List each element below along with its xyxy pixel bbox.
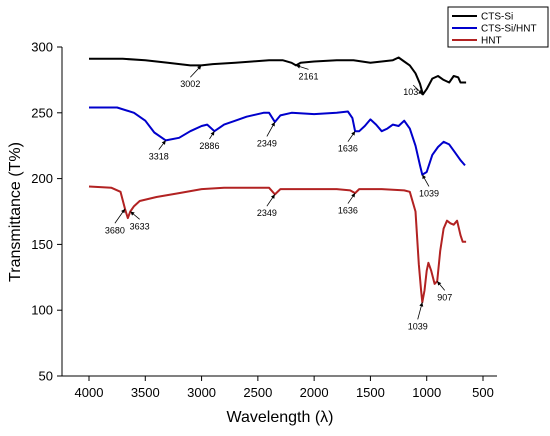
annotation-arrowhead	[121, 208, 126, 214]
series-line-3	[88, 185, 467, 304]
annotation-arrowhead	[418, 90, 423, 95]
series-line-2	[89, 106, 466, 176]
annotation-arrowhead	[419, 302, 424, 307]
annotation-label: 3002	[180, 79, 200, 89]
x-tick-label: 500	[472, 385, 494, 400]
x-tick-label: 1000	[412, 385, 441, 400]
annotation-arrowhead	[210, 131, 215, 136]
x-axis-title: Wavelength (λ)	[227, 409, 334, 426]
annotation-arrowhead	[130, 211, 135, 216]
annotation-arrowhead	[437, 281, 442, 286]
annotation-arrowhead	[422, 174, 427, 180]
x-axis-ticks: 4000 3500 3000 2500 2000 1500 1000 500	[75, 376, 494, 400]
annotation-arrowhead	[351, 131, 356, 136]
annotation-label: 2886	[199, 141, 219, 151]
series-line-1	[89, 56, 467, 96]
annotation-arrowhead	[161, 140, 166, 145]
annotation-label: 3633	[130, 221, 150, 231]
annotation-arrowhead	[197, 65, 202, 70]
y-tick-label: 100	[31, 303, 53, 318]
annotation-label: 1034	[403, 87, 423, 97]
y-tick-label: 50	[39, 369, 53, 384]
x-tick-label: 1500	[356, 385, 385, 400]
legend-label: CTS-Si/HNT	[481, 24, 537, 35]
x-tick-label: 4000	[75, 385, 104, 400]
annotation-label: 907	[437, 292, 452, 302]
y-axis-ticks: 50 100 150 200 250 300	[31, 40, 62, 384]
series-lines	[88, 56, 467, 304]
annotation-label: 1636	[338, 144, 358, 154]
legend-label: HNT	[481, 36, 502, 47]
plot-area	[61, 47, 497, 377]
y-tick-label: 200	[31, 171, 53, 186]
peak-annotations: 3002 2161 1034 3318 2886 2349 1636 1039 2349 1636…	[105, 64, 452, 331]
x-tick-label: 2000	[300, 385, 329, 400]
annotation-label: 1039	[408, 321, 428, 331]
annotation-label: 2161	[298, 71, 318, 81]
y-tick-label: 300	[31, 40, 53, 55]
annotation-label: 1039	[419, 188, 439, 198]
y-tick-label: 250	[31, 105, 53, 120]
y-axis-title: Transmittance (T%)	[7, 142, 24, 282]
annotation-arrowhead	[351, 193, 356, 198]
x-tick-label: 3500	[131, 385, 160, 400]
x-tick-label: 3000	[187, 385, 216, 400]
x-tick-label: 2500	[243, 385, 272, 400]
annotation-arrowhead	[271, 122, 275, 127]
annotation-arrowhead	[296, 64, 301, 69]
annotation-label: 3318	[149, 152, 169, 162]
annotation-label: 3680	[105, 225, 125, 235]
y-tick-label: 150	[31, 237, 53, 252]
legend-label: CTS-Si	[481, 12, 513, 23]
annotation-label: 1636	[338, 206, 358, 216]
annotation-label: 2349	[257, 138, 277, 148]
annotation-label: 2349	[257, 208, 277, 218]
annotation-arrowhead	[270, 194, 275, 199]
